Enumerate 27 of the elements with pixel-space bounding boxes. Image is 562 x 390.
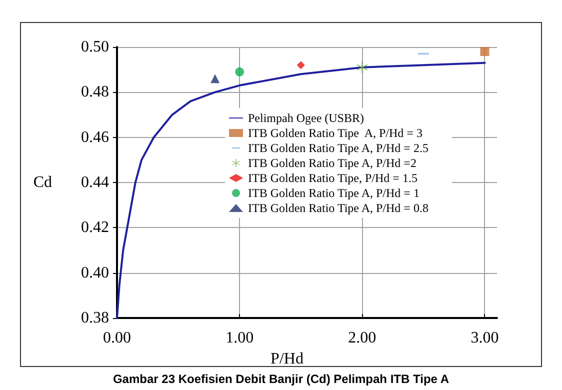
text: Gambar 23 Koefisien Debit Banjir (Cd) Pelimpah ITB Tipe A <box>112 372 450 386</box>
legend-label: ITB Golden Ratio Tipe A, P/Hd =2 <box>248 156 416 170</box>
y-tick-label: 0.38 <box>81 310 109 327</box>
point <box>210 74 220 84</box>
x-tick-label: 2.00 <box>348 330 376 347</box>
x-tick-label: 3.00 <box>470 330 499 347</box>
y-tick-label: 0.50 <box>81 38 109 56</box>
point <box>480 47 490 56</box>
x-tick-label: 0.00 <box>103 330 131 347</box>
legend-label: ITB Golden Ratio Tipe A, P/Hd = 2.5 <box>248 141 428 155</box>
y-tick-label: 0.48 <box>81 84 109 101</box>
point <box>235 67 244 76</box>
legend-label: ITB Golden Ratio Tipe A, P/Hd = 0.8 <box>248 201 428 215</box>
point <box>296 61 305 70</box>
line-series <box>116 62 486 320</box>
y-tick-label: 0.44 <box>81 174 109 192</box>
point <box>356 62 368 73</box>
legend-label: ITB Golden Ratio Tipe A, P/Hd = 1 <box>248 186 420 200</box>
x-tick-label: 1.00 <box>226 330 254 347</box>
y-tick-label: 0.46 <box>81 128 109 146</box>
y-tick-label: 0.40 <box>81 264 109 282</box>
y-tick-label: 0.42 <box>81 219 109 236</box>
y-axis-title: Cd <box>33 174 52 192</box>
legend-label: ITB Golden Ratio Tipe, P/Hd = 1.5 <box>248 171 418 185</box>
legend-label: ITB Golden Ratio Tipe A, P/Hd = 3 <box>248 126 422 140</box>
legend-label: Pelimpah Ogee (USBR) <box>248 111 364 125</box>
x-axis-title: P/Hd <box>270 350 304 368</box>
